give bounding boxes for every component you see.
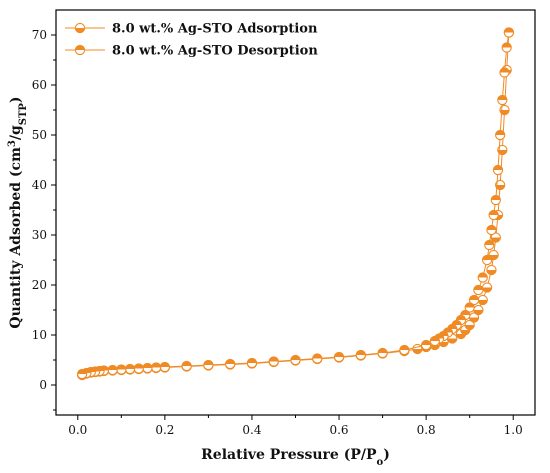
data-point xyxy=(499,67,510,78)
data-point xyxy=(268,356,279,367)
data-point xyxy=(399,344,410,356)
x-title-tail: ) xyxy=(383,447,390,463)
data-point xyxy=(477,294,488,306)
data-point xyxy=(488,209,499,221)
data-point xyxy=(133,363,144,374)
data-point xyxy=(495,129,506,141)
y-tick-label: 60 xyxy=(32,78,47,92)
x-title-main: Relative Pressure (P/P xyxy=(201,447,377,463)
data-point xyxy=(481,282,493,293)
x-tick-label: 0.2 xyxy=(155,423,174,437)
data-point xyxy=(481,254,493,266)
x-tick-label: 0.8 xyxy=(417,423,436,437)
data-point xyxy=(473,284,484,296)
y-title-main: Quantity Adsorbed (cm xyxy=(8,147,24,329)
data-point xyxy=(497,94,508,106)
y-tick-label: 50 xyxy=(32,128,47,142)
data-point xyxy=(477,272,488,283)
y-title-sup: 3 xyxy=(7,140,18,147)
data-point xyxy=(225,358,236,370)
data-point xyxy=(333,351,345,363)
series-line xyxy=(81,32,510,376)
data-point xyxy=(377,347,388,359)
x-tick-label: 0.0 xyxy=(68,423,87,437)
plot-frame xyxy=(55,9,536,416)
y-tick-label: 10 xyxy=(32,328,47,342)
x-tick-label: 0.6 xyxy=(329,423,348,437)
x-title-sub: o xyxy=(377,457,384,468)
data-point xyxy=(503,27,515,38)
legend-marker xyxy=(74,44,86,56)
x-axis-title: Relative Pressure (P/Po) xyxy=(201,447,390,468)
data-point xyxy=(490,232,501,243)
series-desorption xyxy=(76,27,515,380)
data-point xyxy=(203,359,214,371)
data-point xyxy=(492,164,504,176)
data-point xyxy=(107,364,118,376)
data-point xyxy=(312,353,323,364)
y-title-mid: /g xyxy=(8,125,24,140)
x-tick-label: 1.0 xyxy=(504,423,523,437)
data-point xyxy=(355,349,366,361)
series-line xyxy=(82,32,510,375)
data-point xyxy=(473,304,484,316)
data-point xyxy=(495,179,506,191)
data-point xyxy=(429,335,440,347)
y-tick-label: 20 xyxy=(32,278,47,292)
data-point xyxy=(116,364,127,375)
legend: 8.0 wt.% Ag-STO Adsorption 8.0 wt.% Ag-ST… xyxy=(65,22,318,59)
data-point xyxy=(142,362,153,374)
data-point xyxy=(124,363,136,375)
y-tick-label: 30 xyxy=(32,228,47,242)
data-point xyxy=(420,339,432,351)
data-point xyxy=(151,362,162,373)
legend-label: 8.0 wt.% Ag-STO Adsorption xyxy=(112,22,318,37)
series-layer xyxy=(76,27,515,381)
data-point xyxy=(246,357,258,369)
y-tick-label: 40 xyxy=(32,178,47,192)
data-point xyxy=(497,144,508,156)
data-point xyxy=(290,354,301,366)
data-point xyxy=(486,264,497,276)
y-tick-label: 70 xyxy=(32,28,47,42)
x-tick-label: 0.4 xyxy=(242,423,261,437)
data-point xyxy=(468,294,480,306)
data-point xyxy=(486,224,497,236)
data-point xyxy=(76,368,88,380)
y-title-sub: STP xyxy=(18,103,29,126)
legend-label: 8.0 wt.% Ag-STO Desorption xyxy=(112,44,318,59)
data-point xyxy=(490,194,501,206)
data-point xyxy=(159,361,171,373)
y-title-tail: ) xyxy=(8,96,24,103)
y-axis-title: Quantity Adsorbed (cm3/gSTP) xyxy=(7,96,29,328)
data-point xyxy=(464,302,475,313)
y-tick-label: 0 xyxy=(39,378,47,392)
axes: 0.0 0.2 0.4 0.6 0.8 1.0 0 10 20 30 40 50 60 70 xyxy=(32,9,536,437)
legend-marker xyxy=(74,22,86,34)
data-point xyxy=(484,239,495,251)
data-point xyxy=(464,319,475,331)
data-point xyxy=(181,360,192,372)
data-point xyxy=(501,42,512,53)
